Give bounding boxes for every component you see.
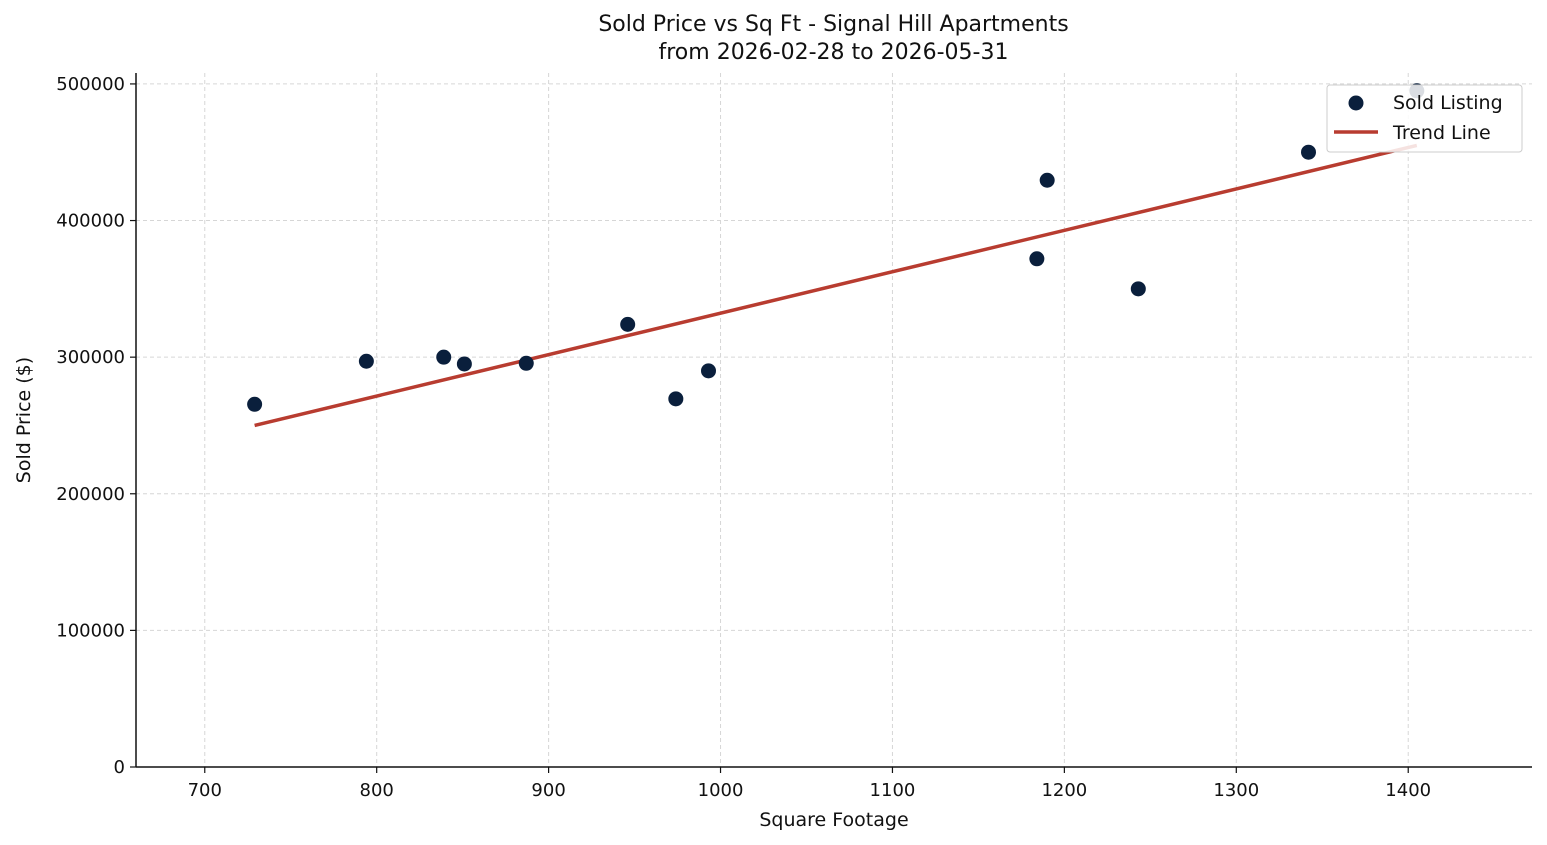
legend-box bbox=[1326, 84, 1523, 153]
x-tick-label: 700 bbox=[188, 780, 222, 801]
trend-line-layer bbox=[254, 143, 1418, 428]
x-tick-label: 1400 bbox=[1385, 780, 1431, 801]
y-tick-label: 300000 bbox=[56, 347, 125, 368]
legend: Sold Listing Trend Line bbox=[1326, 84, 1523, 153]
y-tick-label: 200000 bbox=[56, 484, 125, 505]
data-point bbox=[1029, 251, 1045, 267]
y-tick-label: 400000 bbox=[56, 211, 125, 232]
legend-marker-sold-listing bbox=[1348, 95, 1364, 111]
data-point bbox=[518, 355, 534, 371]
x-tick-label: 1100 bbox=[870, 780, 916, 801]
grid bbox=[136, 73, 1532, 768]
y-axis-label: Sold Price ($) bbox=[13, 357, 35, 483]
chart-title: Sold Price vs Sq Ft - Signal Hill Apartm… bbox=[598, 12, 1069, 37]
data-point bbox=[247, 396, 263, 412]
data-point bbox=[1130, 281, 1146, 297]
x-tick-label: 800 bbox=[360, 780, 394, 801]
legend-label-sold-listing: Sold Listing bbox=[1393, 92, 1503, 114]
y-tick-label: 100000 bbox=[56, 620, 125, 641]
x-tick-label: 900 bbox=[531, 780, 565, 801]
data-point bbox=[668, 391, 684, 407]
data-point bbox=[436, 349, 452, 365]
trend-line bbox=[254, 143, 1418, 428]
x-axis-label: Square Footage bbox=[759, 809, 908, 831]
data-point bbox=[700, 363, 716, 379]
x-tick-label: 1300 bbox=[1213, 780, 1259, 801]
legend-label-trend-line: Trend Line bbox=[1392, 122, 1491, 144]
scatter-points bbox=[247, 83, 1425, 412]
tick-labels: 700 800 900 1000 1100 1200 1300 1400 0 100000 2000… bbox=[56, 74, 1431, 801]
y-tick-label: 500000 bbox=[56, 74, 125, 95]
data-point bbox=[456, 356, 472, 372]
x-tick-label: 1000 bbox=[698, 780, 744, 801]
data-point bbox=[358, 353, 374, 369]
data-point bbox=[620, 316, 636, 332]
chart-subtitle: from 2026-02-28 to 2026-05-31 bbox=[658, 40, 1009, 65]
axes bbox=[135, 73, 1532, 768]
x-tick-label: 1200 bbox=[1041, 780, 1087, 801]
data-point bbox=[1039, 172, 1055, 188]
data-point bbox=[1301, 144, 1317, 160]
y-tick-label: 0 bbox=[114, 757, 125, 778]
